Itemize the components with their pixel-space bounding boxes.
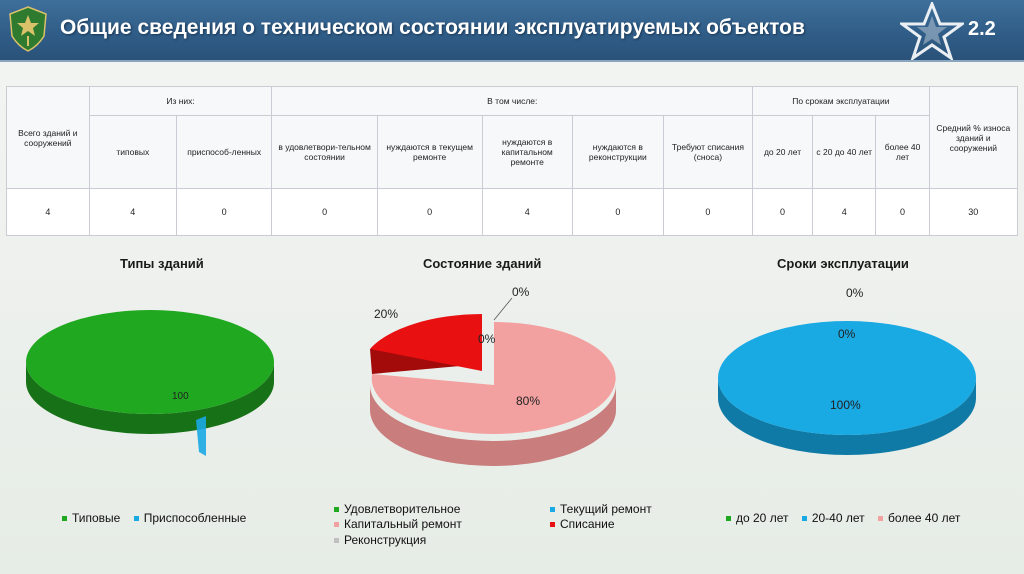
header-over-40: более 40 лет xyxy=(875,114,930,190)
header-by-terms: По срокам эксплуатации xyxy=(752,86,930,116)
header-current-repair: нуждаются в текущем ремонте xyxy=(376,114,483,190)
data-label-20-40: 100% xyxy=(830,398,861,412)
legend-item: Текущий ремонт xyxy=(550,502,652,516)
pie-slice-capital-side xyxy=(370,385,616,466)
header-total: Всего зданий и сооружений xyxy=(6,86,90,189)
table-cell: 0 xyxy=(571,188,664,236)
pie-chart-terms: 100% 0% 0% xyxy=(718,286,976,455)
legend-item: более 40 лет xyxy=(877,511,960,525)
legend-swatch-blue xyxy=(550,507,555,513)
star-icon xyxy=(900,2,964,60)
table-cell: 30 xyxy=(928,188,1019,236)
emblem-icon xyxy=(9,6,47,52)
summary-table: Всего зданий и сооружений Из них: В том … xyxy=(6,86,1019,236)
legend-state: Удовлетворительное Текущий ремонт Капита… xyxy=(334,502,694,550)
pie-slice-typical-side xyxy=(26,362,274,434)
header-reconstruction: нуждаются в реконструкции xyxy=(571,114,664,190)
legend-swatch-blue xyxy=(801,516,807,522)
table-cell: 4 xyxy=(481,188,573,236)
legend-item: Приспособленные xyxy=(133,511,246,525)
legend-swatch-pink xyxy=(334,522,339,528)
chart-title-types: Типы зданий xyxy=(120,256,204,271)
header-capital-repair: нуждаются в капитальном ремонте xyxy=(481,114,573,190)
legend-swatch-red xyxy=(550,522,555,528)
table-cell: 0 xyxy=(752,188,813,236)
table-cell: 4 xyxy=(811,188,877,236)
legend-types: Типовые Приспособленные xyxy=(62,511,256,525)
data-label-writeoff: 20% xyxy=(374,307,398,321)
table-cell: 0 xyxy=(875,188,930,236)
legend-swatch-blue xyxy=(133,516,139,522)
legend-swatch-pink xyxy=(877,516,883,522)
legend-item: Типовые xyxy=(62,511,120,525)
pie-slice-typical xyxy=(26,310,274,414)
data-label-current: 0% xyxy=(478,332,496,346)
legend-item: 20-40 лет xyxy=(801,511,865,525)
slide-number: 2.2 xyxy=(968,18,996,40)
legend-swatch-green xyxy=(62,516,67,522)
pie-slice-capital xyxy=(371,322,616,434)
leader-line xyxy=(493,297,513,321)
data-label-typical: 100 xyxy=(172,391,189,402)
legend-item: Капитальный ремонт xyxy=(334,517,462,531)
data-label-satisfactory: 0% xyxy=(512,285,530,299)
pie-slice-20-40-side xyxy=(718,378,976,455)
data-label-up-to-20: 0% xyxy=(838,327,856,341)
legend-item: Удовлетворительное xyxy=(334,502,460,516)
chart-title-state: Состояние зданий xyxy=(423,256,542,271)
header-writeoff: Требуют списания (сноса) xyxy=(662,114,754,190)
legend-item: Реконструкция xyxy=(334,533,426,547)
table-cell: 0 xyxy=(271,188,378,236)
data-label-over-40: 0% xyxy=(846,286,864,300)
table-cell: 4 xyxy=(88,188,177,236)
header-divider xyxy=(0,60,1024,62)
table-cell: 0 xyxy=(662,188,754,236)
chart-title-terms: Сроки эксплуатации xyxy=(777,256,909,271)
header-up-to-20: до 20 лет xyxy=(752,114,813,190)
legend-swatch-gray xyxy=(334,538,339,544)
header-satisfactory: в удовлетвори-тельном состоянии xyxy=(271,114,378,190)
legend-swatch-green xyxy=(726,516,731,522)
pie-slice-writeoff xyxy=(370,314,482,371)
legend-swatch-green xyxy=(334,507,339,513)
data-label-capital: 80% xyxy=(516,394,540,408)
header-20-40: с 20 до 40 лет xyxy=(811,114,877,190)
header-typical: типовых xyxy=(88,114,177,190)
table-cell: 0 xyxy=(175,188,273,236)
pie-slice-adapted xyxy=(196,416,206,456)
page-title: Общие сведения о техническом состоянии э… xyxy=(60,16,805,39)
pie-chart-state: 80% 20% 0% 0% xyxy=(370,285,616,466)
pie-chart-types: 100 xyxy=(26,310,274,456)
header-of-them: Из них: xyxy=(88,86,273,116)
header-including: В том числе: xyxy=(271,86,754,116)
pie-slice-20-40 xyxy=(718,321,976,435)
legend-item: Списание xyxy=(550,517,615,531)
header-bar xyxy=(0,0,1024,60)
legend-terms: до 20 лет 20-40 лет более 40 лет xyxy=(726,511,970,525)
table-cell: 0 xyxy=(376,188,483,236)
header-adapted: приспособ-ленных xyxy=(175,114,273,190)
table-cell: 4 xyxy=(6,188,90,236)
legend-item: до 20 лет xyxy=(726,511,788,525)
